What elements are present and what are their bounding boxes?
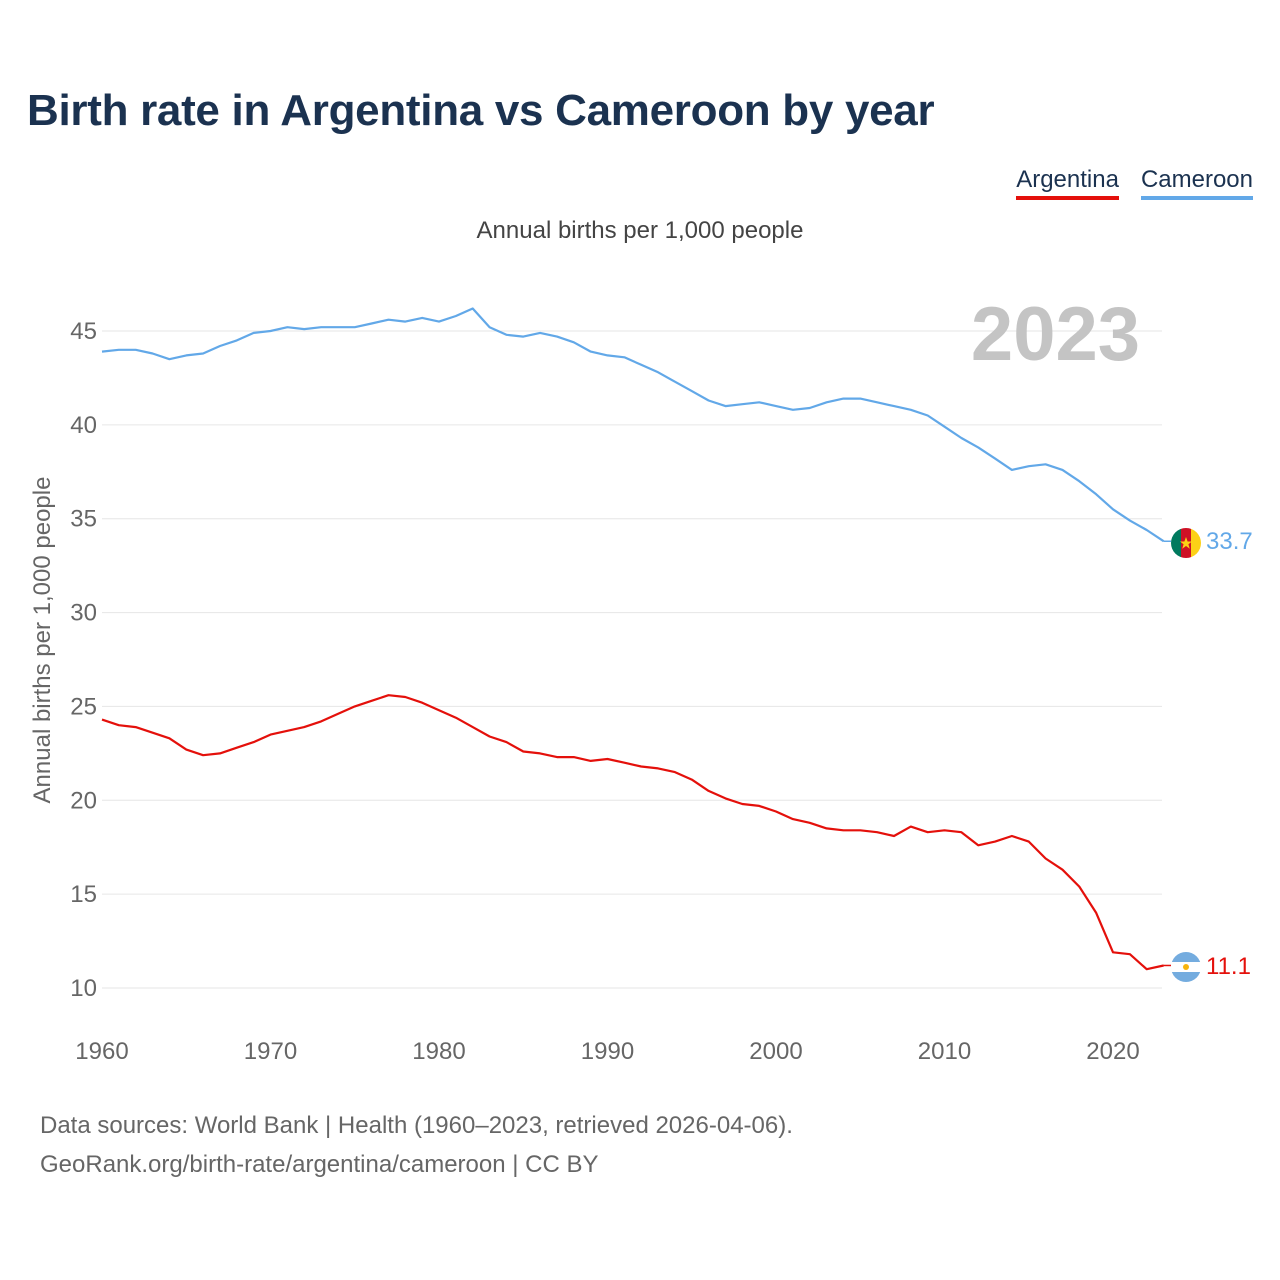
x-tick-label: 2010: [918, 1038, 971, 1065]
chart-subtitle: Annual births per 1,000 people: [476, 217, 804, 244]
footer-source: Data sources: World Bank | Health (1960–…: [40, 1112, 793, 1139]
y-tick-label: 15: [70, 881, 97, 908]
series-line-argentina: [101, 694, 1164, 971]
x-tick-label: 1980: [412, 1038, 465, 1065]
y-axis-ticks: 10 15 20 25 30 35 40 45: [70, 318, 97, 1002]
x-tick-label: 2020: [1086, 1038, 1139, 1065]
legend-item-argentina[interactable]: Argentina: [1016, 166, 1119, 200]
legend-item-cameroon[interactable]: Cameroon: [1140, 166, 1253, 200]
series-layer: [101, 307, 1171, 971]
y-tick-label: 30: [70, 600, 97, 627]
x-tick-label: 1960: [75, 1038, 128, 1065]
y-tick-label: 20: [70, 787, 97, 814]
y-axis-label: Annual births per 1,000 people: [29, 477, 56, 804]
year-watermark: 2023: [971, 292, 1140, 377]
y-tick-label: 45: [70, 318, 97, 345]
argentina-end-value: 11.1: [1206, 953, 1251, 980]
y-tick-label: 10: [70, 975, 97, 1002]
x-tick-label: 1970: [244, 1038, 297, 1065]
chart-title: Birth rate in Argentina vs Cameroon by y…: [27, 86, 935, 135]
argentina-flag-icon: [1171, 952, 1201, 982]
cameroon-flag-icon: [1171, 528, 1201, 558]
y-tick-label: 40: [70, 412, 97, 439]
footer-link[interactable]: GeoRank.org/birth-rate/argentina/cameroo…: [40, 1151, 599, 1178]
y-tick-label: 25: [70, 693, 97, 720]
grid-layer: [102, 330, 1162, 989]
y-tick-label: 35: [70, 506, 97, 533]
series-line-cameroon: [101, 307, 1165, 543]
cameroon-end-value: 33.7: [1206, 528, 1253, 555]
x-tick-label: 1990: [581, 1038, 634, 1065]
legend: Argentina Cameroon: [1016, 166, 1253, 200]
footer: Data sources: World Bank | Health (1960–…: [40, 1106, 793, 1184]
x-axis-ticks: 1960 1970 1980 1990 2000 2010 2020: [75, 1038, 1139, 1065]
x-tick-label: 2000: [749, 1038, 802, 1065]
